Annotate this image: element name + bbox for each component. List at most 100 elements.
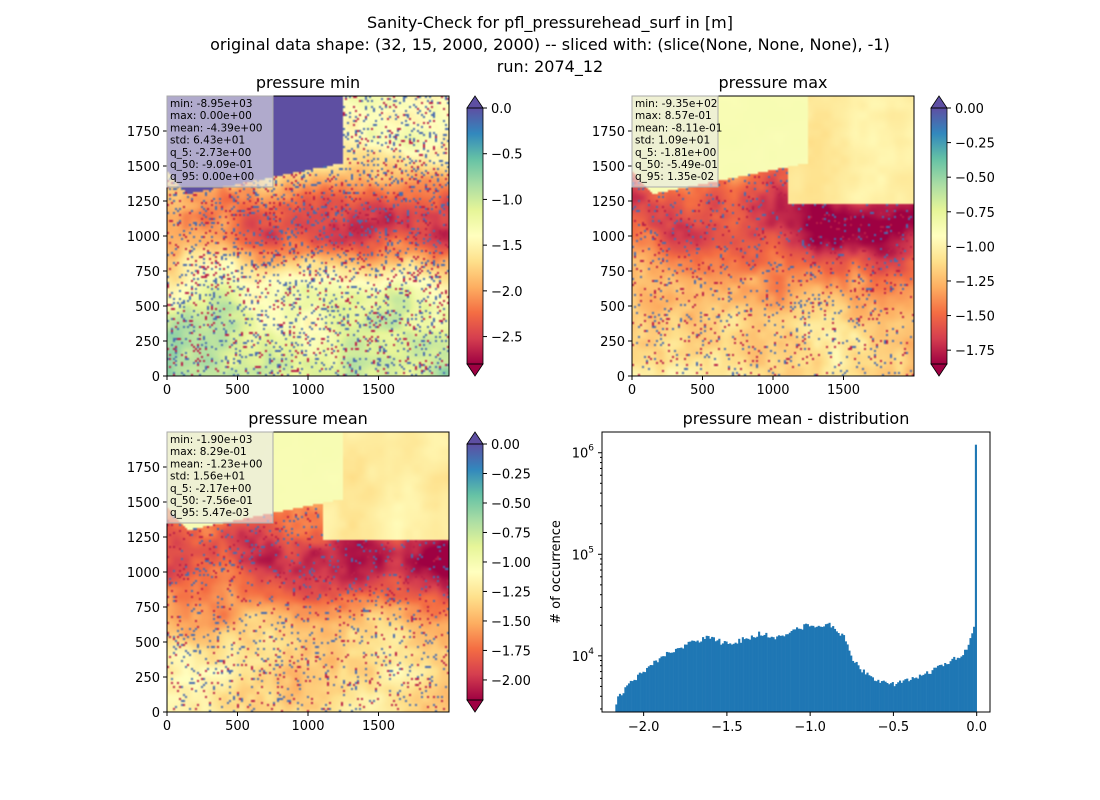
y-tick-label: 1750: [127, 461, 160, 476]
histogram-bar: [949, 661, 952, 712]
x-tick-label: 1000: [291, 719, 324, 734]
histogram-bar: [974, 444, 977, 712]
histogram-bar: [902, 680, 905, 712]
colorbar-mean: [467, 444, 483, 700]
histogram-bar: [732, 643, 735, 712]
histogram-bar: [870, 676, 873, 712]
colorbar-extend-top: [930, 95, 948, 109]
histogram-bar: [749, 639, 752, 712]
colorbar-tick-label: −1.50: [491, 615, 531, 630]
histogram-bar: [835, 631, 838, 712]
histogram-bar: [922, 674, 925, 712]
histogram-bar: [886, 683, 889, 712]
histogram-bar: [857, 665, 860, 712]
colorbar-extend-bottom: [466, 363, 484, 377]
histogram-bar: [788, 632, 791, 712]
y-tick-label: 750: [600, 265, 625, 280]
x-tick-label: 0: [628, 383, 636, 398]
histogram-bar: [848, 650, 851, 712]
y-tick-label: 1000: [127, 230, 160, 245]
histogram-bar: [779, 635, 782, 712]
histogram-bar: [846, 644, 849, 712]
histogram-bar: [953, 656, 956, 712]
histogram-bar: [852, 660, 855, 712]
y-tick-label: 250: [135, 671, 160, 686]
histogram-bar: [658, 658, 661, 712]
histogram-bar: [882, 680, 885, 712]
x-tick-label: −0.5: [878, 720, 910, 735]
histogram-bar: [969, 638, 972, 712]
histogram-bar: [698, 642, 701, 712]
histogram-bar: [635, 680, 638, 712]
histogram-bar: [859, 669, 862, 712]
stats-box-mean: [166, 431, 274, 524]
histogram-panel: pressure mean - distribution −2.0 −1.5 −1.0…: [549, 409, 991, 735]
histogram-bar: [752, 637, 755, 712]
stats-line: mean: -8.11e-01: [635, 122, 722, 134]
histogram-bar: [803, 624, 806, 712]
colorbar-tick-label: −1.00: [955, 240, 995, 255]
x-tick-label: 0: [163, 383, 171, 398]
histogram-bar: [776, 636, 779, 712]
histogram-bar: [864, 674, 867, 712]
histogram-bar: [638, 672, 641, 712]
histogram-bar: [637, 674, 640, 712]
histogram-bar: [739, 642, 743, 712]
histogram-bar: [649, 665, 652, 712]
colorbar-tick-label: −2.5: [491, 331, 523, 346]
histogram-bar: [786, 634, 790, 712]
histogram-bar: [620, 695, 623, 712]
stats-line: mean: -4.39e+00: [170, 122, 262, 134]
histogram-bar: [703, 639, 706, 712]
histogram-bar: [758, 631, 761, 712]
x-tick-label: 1500: [362, 383, 395, 398]
histogram-bar: [747, 638, 750, 712]
colorbar-tick-label: −1.50: [955, 310, 995, 325]
histogram-bar: [770, 636, 773, 712]
stats-line: std: 1.09e+01: [635, 135, 710, 147]
histogram-bar: [734, 642, 737, 712]
stats-line: q_5: -2.17e+00: [170, 483, 251, 495]
histogram-bar: [862, 669, 865, 712]
histogram-bar: [924, 673, 927, 712]
histogram-bar: [725, 641, 728, 712]
histogram-bar: [647, 666, 650, 712]
histogram-bar: [971, 633, 974, 712]
y-tick-label: 1250: [592, 195, 625, 210]
histogram-bar: [792, 629, 795, 712]
histogram-bar: [673, 652, 676, 712]
histogram-bar: [741, 637, 744, 712]
x-tick-label: −2.0: [628, 720, 660, 735]
histogram-bar: [796, 627, 799, 712]
histogram-bar: [756, 636, 759, 712]
stats-line: q_95: 5.47e-03: [170, 507, 249, 519]
panel-title-max: pressure max: [718, 73, 827, 92]
histogram-bar: [826, 623, 829, 712]
histogram-bar: [799, 628, 802, 712]
histogram-bar: [700, 641, 703, 712]
histogram-bar: [938, 665, 941, 712]
histogram-bar: [761, 635, 764, 712]
histogram-bar: [783, 636, 786, 712]
histogram-bar: [763, 634, 766, 712]
y-tick-label: 250: [135, 335, 160, 350]
histogram-bar: [797, 628, 800, 712]
histogram-bar: [973, 626, 976, 712]
histogram-bar: [947, 664, 950, 712]
colorbar-tick-label: −0.5: [491, 148, 523, 163]
colorbar-tick-label: 0.00: [491, 438, 520, 453]
histogram-bar: [693, 640, 696, 712]
histogram-bar: [904, 679, 907, 712]
histogram-bar: [823, 626, 826, 712]
histogram-bar: [936, 665, 940, 712]
histogram-bar: [951, 658, 954, 712]
histogram-bar: [944, 662, 947, 712]
colorbar-tick-label: −2.00: [491, 674, 531, 689]
colorbar-tick-label: −1.75: [955, 344, 995, 359]
histogram-bar: [810, 625, 813, 712]
panel-title-mean: pressure mean: [248, 409, 368, 428]
colorbar-tick-label: −1.75: [491, 644, 531, 659]
histogram-bar: [640, 673, 643, 712]
histogram-bar: [832, 626, 835, 712]
histogram-bar: [656, 662, 659, 712]
